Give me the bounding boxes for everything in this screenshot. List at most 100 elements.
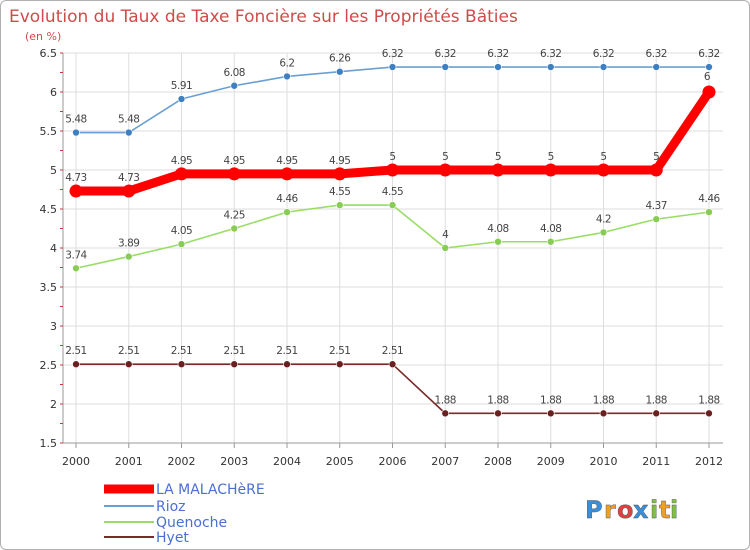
data-point (72, 128, 80, 137)
data-point (705, 208, 713, 216)
data-point (441, 409, 450, 418)
data-label: 5.91 (171, 80, 192, 92)
y-tick-label: 3 (50, 320, 57, 333)
logo-letter: r (604, 496, 616, 524)
data-point (599, 409, 608, 418)
data-label: 2.51 (329, 345, 350, 357)
data-point (175, 167, 188, 181)
x-tick-label: 2012 (695, 455, 723, 468)
x-tick-label: 2002 (168, 455, 196, 468)
data-point (649, 163, 663, 177)
data-label: 5.48 (65, 114, 86, 126)
data-point (69, 184, 83, 198)
data-label: 5 (442, 151, 448, 163)
y-tick-label: 2.5 (40, 359, 58, 372)
data-point (283, 360, 291, 369)
data-point (177, 360, 186, 369)
data-point (705, 409, 713, 418)
data-point (177, 240, 186, 248)
data-label: 4.95 (224, 155, 245, 167)
data-label: 5 (548, 151, 554, 163)
logo-letter: P (585, 496, 603, 524)
grid-layer (63, 52, 723, 444)
data-point (441, 63, 450, 71)
x-tick-label: 2011 (642, 455, 670, 468)
data-point (544, 163, 558, 177)
x-tick-label: 2007 (431, 455, 459, 468)
data-point (652, 63, 661, 71)
data-point (335, 360, 344, 369)
legend-label: LA MALACHèRE (156, 482, 265, 498)
data-label: 4.95 (171, 155, 192, 167)
data-point (652, 215, 661, 223)
data-label: 6.32 (487, 48, 508, 60)
legend-label: Quenoche (156, 515, 227, 531)
data-point (124, 360, 133, 369)
data-label: 4.25 (224, 210, 245, 222)
data-point (335, 67, 344, 76)
data-label: 2.51 (65, 345, 86, 357)
data-label: 6.32 (435, 48, 456, 60)
y-tick-label: 4.5 (40, 203, 58, 216)
data-point (702, 85, 716, 99)
data-label: 1.88 (487, 394, 508, 406)
data-point (230, 224, 239, 233)
data-point (335, 201, 344, 209)
data-point (388, 360, 397, 369)
data-point (599, 63, 608, 71)
data-label: 5 (495, 151, 501, 163)
series-layer (69, 63, 716, 418)
data-point (283, 72, 291, 81)
data-point (124, 128, 133, 137)
data-label: 4.46 (698, 193, 720, 205)
y-tick-label: 3.5 (40, 281, 58, 294)
data-point (280, 167, 294, 181)
data-label-layer: 5.48 5.48 5.91 6.08 6.2 6.26 6.32 6.32 6.32 6.32 6… (65, 48, 721, 406)
x-tick-label: 2000 (62, 455, 90, 468)
data-label: 6.32 (698, 48, 719, 60)
data-label: 5 (600, 151, 606, 163)
y-tick-label: 1.5 (40, 437, 58, 450)
data-point (388, 201, 397, 209)
y-tick-label: 2 (50, 398, 57, 411)
data-label: 6.2 (279, 57, 294, 69)
logo-letter: t (659, 496, 670, 524)
data-point (441, 244, 450, 252)
data-label: 5 (653, 151, 659, 163)
data-point (494, 237, 502, 246)
data-point (72, 264, 80, 273)
data-point (388, 63, 397, 71)
data-point (227, 167, 241, 181)
x-tick-label: 2006 (379, 455, 407, 468)
data-label: 6.32 (382, 48, 403, 60)
data-label: 5.48 (118, 114, 139, 126)
x-tick-label: 2004 (273, 455, 301, 468)
data-label: 6.32 (540, 48, 561, 60)
data-point (597, 163, 610, 177)
data-point (386, 163, 399, 177)
legend-label: Hyet (156, 530, 189, 546)
y-tick-label: 6.5 (40, 47, 58, 60)
series-rioz (72, 63, 713, 137)
data-label: 4 (442, 229, 449, 241)
logo-letter: i (670, 496, 678, 524)
y-tick-label: 5 (50, 164, 57, 177)
data-label: 2.51 (171, 345, 192, 357)
data-label: 2.51 (118, 345, 139, 357)
data-label: 1.88 (540, 394, 561, 406)
data-label: 4.73 (65, 172, 86, 184)
data-label: 4.08 (540, 223, 561, 235)
data-label: 1.88 (646, 394, 667, 406)
data-label: 6.26 (329, 53, 351, 65)
data-point (72, 360, 80, 369)
data-label: 4.55 (382, 186, 403, 198)
x-tick-label: 2005 (326, 455, 354, 468)
data-label: 1.88 (435, 394, 456, 406)
data-label: 6 (704, 71, 711, 83)
data-point (124, 252, 133, 261)
data-point (652, 409, 661, 418)
